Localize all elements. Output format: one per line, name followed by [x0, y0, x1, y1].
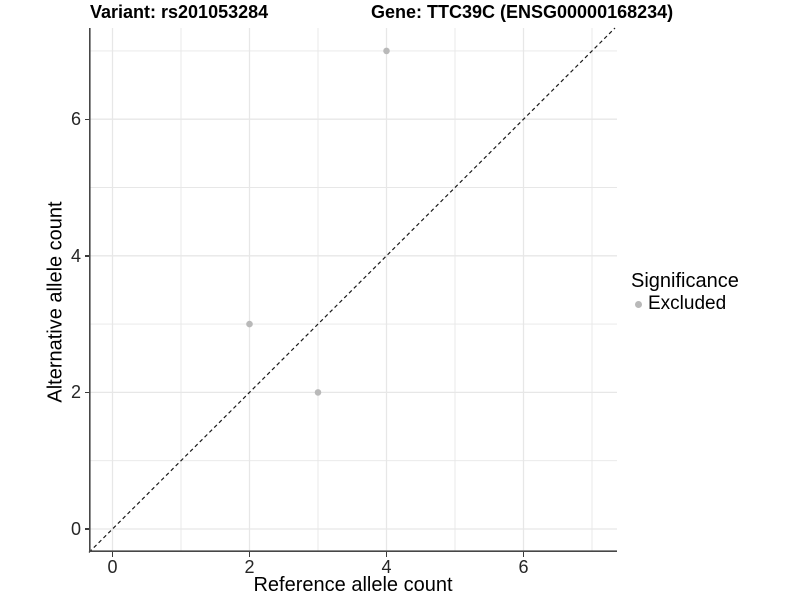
y-tick-mark — [84, 255, 89, 257]
plot-title-variant: Variant: rs201053284 — [90, 2, 269, 22]
x-tick-mark — [248, 552, 251, 557]
plot-title-gene: Gene: TTC39C (ENSG00000168234) — [371, 2, 674, 22]
x-tick-mark — [385, 552, 388, 557]
x-tick-mark — [111, 552, 114, 557]
x-tick-label: 2 — [244, 557, 255, 577]
data-point — [383, 47, 390, 55]
data-point — [314, 389, 322, 396]
plot-canvas — [88, 27, 617, 553]
legend-item-excluded: Excluded — [631, 293, 739, 315]
x-tick-label: 6 — [518, 557, 529, 577]
x-tick-mark — [522, 552, 525, 557]
y-tick-label: 0 — [70, 519, 81, 539]
y-tick-mark — [84, 118, 89, 120]
y-tick-label: 6 — [70, 109, 81, 130]
y-tick-label: 2 — [70, 382, 81, 403]
y-tick-mark — [84, 528, 89, 530]
y-axis-title: Alternative allele count — [44, 201, 67, 403]
legend-swatch-icon — [635, 300, 642, 308]
x-tick-label: 0 — [107, 557, 118, 577]
legend-title: Significance — [631, 270, 739, 292]
identity-dashed-line — [88, 27, 616, 553]
x-tick-label: 4 — [381, 557, 392, 577]
data-point — [246, 320, 253, 328]
y-tick-label: 4 — [70, 245, 81, 266]
legend-item-label: Excluded — [648, 293, 727, 314]
legend: Significance Excluded — [631, 270, 739, 315]
y-tick-mark — [84, 391, 89, 394]
plot-panel — [88, 27, 617, 553]
x-axis-title: Reference allele count — [253, 574, 453, 596]
